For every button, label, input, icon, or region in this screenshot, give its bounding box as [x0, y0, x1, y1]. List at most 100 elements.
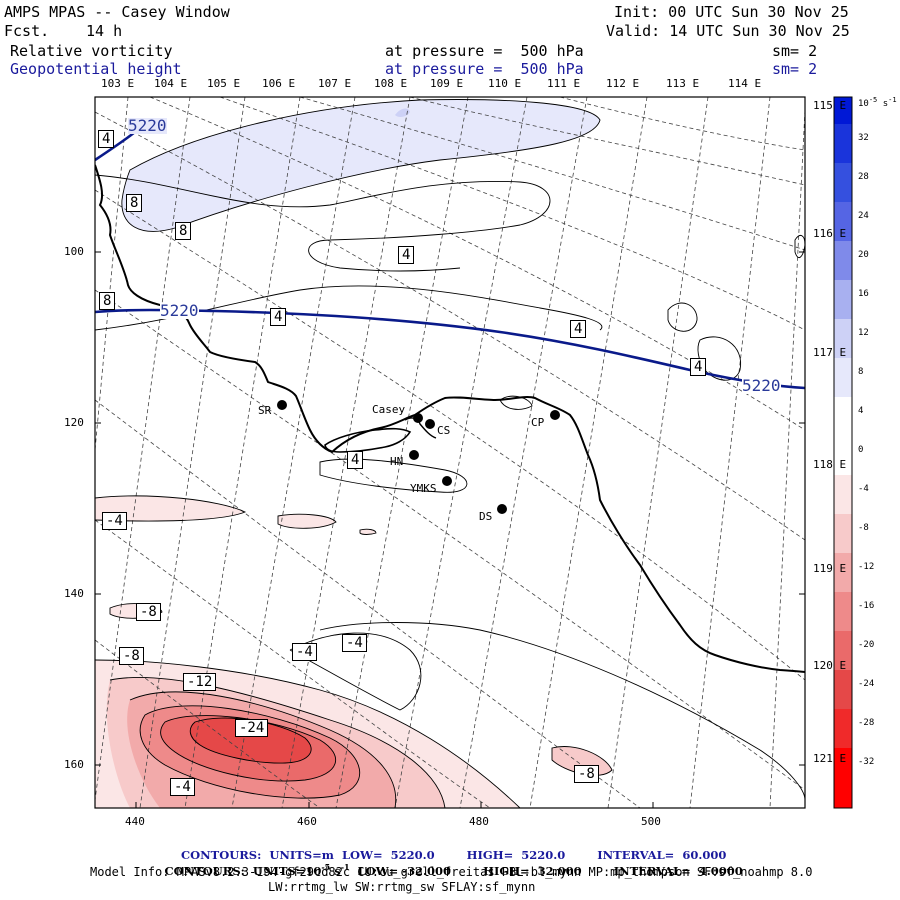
y-tick-label: 140	[64, 587, 84, 600]
station-label: CS	[437, 424, 451, 437]
lon-label: 114 E	[728, 77, 762, 90]
vorticity-label: 4	[347, 451, 364, 469]
colorbar-tick: 24	[858, 211, 869, 221]
colorbar-tick: 8	[858, 367, 864, 377]
coastline-island	[324, 427, 412, 453]
positive-vorticity-shading	[121, 99, 600, 232]
lon-label: 112 E	[606, 77, 640, 90]
vorticity-label: -4	[342, 634, 367, 652]
y-tick-label: 100	[64, 245, 84, 258]
station-marker-casey	[413, 413, 423, 423]
station-markers	[277, 400, 560, 514]
lon-label: 117 E	[813, 346, 847, 359]
vorticity-label: 4	[270, 308, 287, 326]
station-marker-cp	[550, 410, 560, 420]
field1-level: at pressure = 500 hPa	[385, 42, 584, 60]
colorbar-tick: -8	[858, 523, 869, 533]
vorticity-label: -8	[574, 765, 599, 783]
colorbar-tick: 32	[858, 133, 869, 143]
init-time: Init: 00 UTC Sun 30 Nov 25	[614, 3, 849, 21]
axis-ticks	[95, 251, 805, 808]
vorticity-label: -4	[170, 778, 195, 796]
footer-height-interval: INTERVAL= 60.000	[597, 847, 727, 862]
valid-time: Valid: 14 UTC Sun 30 Nov 25	[606, 22, 850, 40]
lon-label: 104 E	[154, 77, 188, 90]
field1-name: Relative vorticity	[10, 42, 173, 60]
vorticity-label: 4	[690, 358, 707, 376]
vorticity-label: -8	[119, 647, 144, 665]
lon-label: 110 E	[488, 77, 522, 90]
lon-label: 111 E	[547, 77, 581, 90]
vorticity-label: 4	[570, 320, 587, 338]
colorbar-tick: 12	[858, 328, 869, 338]
lon-label: 115 E	[813, 99, 847, 112]
lon-label: 107 E	[318, 77, 352, 90]
vorticity-label: -24	[235, 719, 269, 737]
vorticity-label: 4	[398, 246, 415, 264]
x-tick-label: 440	[125, 815, 145, 828]
x-tick-label: 480	[469, 815, 489, 828]
colorbar-tick: -32	[858, 757, 875, 767]
height-label: 5220	[160, 301, 199, 320]
station-label: HN	[390, 455, 404, 468]
station-marker-sr	[277, 400, 287, 410]
station-label: SR	[258, 404, 272, 417]
y-tick-label: 160	[64, 758, 84, 771]
lat-lon-grid	[95, 97, 805, 808]
forecast-label: Fcst.	[4, 22, 50, 40]
coastline-inlet	[404, 417, 437, 439]
station-marker-ds	[497, 504, 507, 514]
colorbar-unit: 10-5 s-1	[858, 96, 897, 109]
station-label: DS	[479, 510, 493, 523]
colorbar-tick: -12	[858, 562, 875, 572]
vorticity-label: -4	[102, 512, 127, 530]
colorbar-tick: 0	[858, 445, 864, 455]
footer-model-info-2: LW:rrtmg_lw SW:rrtmg_sw SFLAY:sf_mynn	[268, 880, 536, 894]
footer-model-info: Model Info: MPASv8.2.3-194-gf29cd82c CU:…	[90, 865, 813, 879]
station-marker-cs	[425, 419, 435, 429]
lon-label: 121 E	[813, 752, 847, 765]
field1-smoothing: sm= 2	[772, 42, 818, 60]
lon-label: 106 E	[262, 77, 296, 90]
field2-smoothing: sm= 2	[772, 60, 818, 78]
lon-label: 119 E	[813, 562, 847, 575]
colorbar-tick: -28	[858, 718, 875, 728]
station-label: Casey	[372, 403, 406, 416]
colorbar-tick: -16	[858, 601, 875, 611]
forecast-hour: 14 h	[86, 22, 123, 40]
height-contour-5220-corner	[95, 130, 136, 162]
colorbar-tick: -4	[858, 484, 869, 494]
map-frame	[94, 96, 806, 809]
station-label: YMKS	[410, 482, 437, 495]
station-marker-hn	[409, 450, 419, 460]
lon-label: 113 E	[666, 77, 700, 90]
colorbar-tick: 4	[858, 406, 864, 416]
lon-label: 103 E	[101, 77, 135, 90]
vorticity-label: -8	[136, 603, 161, 621]
lon-label: 118 E	[813, 458, 847, 471]
lon-label: 108 E	[374, 77, 408, 90]
lon-label: 105 E	[207, 77, 241, 90]
vorticity-label: 8	[99, 292, 116, 310]
vorticity-label: -4	[292, 643, 317, 661]
lon-label: 116 E	[813, 227, 847, 240]
vorticity-label: 8	[175, 222, 192, 240]
height-contour-5220	[95, 308, 805, 390]
footer-height-contours: CONTOURS: UNITS=m LOW= 5220.0 HIGH= 5220…	[0, 838, 900, 861]
map-title: AMPS MPAS -- Casey Window	[4, 3, 230, 21]
footer-height-low: CONTOURS: UNITS=m LOW= 5220.0	[180, 847, 435, 862]
y-tick-label: 120	[64, 416, 84, 429]
footer-vorticity-contours: CONTOURS: UNITS=10-5 s-1 LOW= -32.000 HI…	[164, 862, 743, 879]
x-tick-label: 500	[641, 815, 661, 828]
station-marker-ymks	[442, 476, 452, 486]
colorbar-tick: -20	[858, 640, 875, 650]
footer-height-high: HIGH= 5220.0	[466, 847, 566, 862]
colorbar-tick: -24	[858, 679, 875, 689]
lon-label: 109 E	[430, 77, 464, 90]
field2-name: Geopotential height	[10, 60, 182, 78]
vorticity-label: 4	[98, 130, 115, 148]
vorticity-label: -12	[183, 673, 217, 691]
colorbar-tick: 16	[858, 289, 869, 299]
height-label: 5220	[128, 116, 167, 135]
